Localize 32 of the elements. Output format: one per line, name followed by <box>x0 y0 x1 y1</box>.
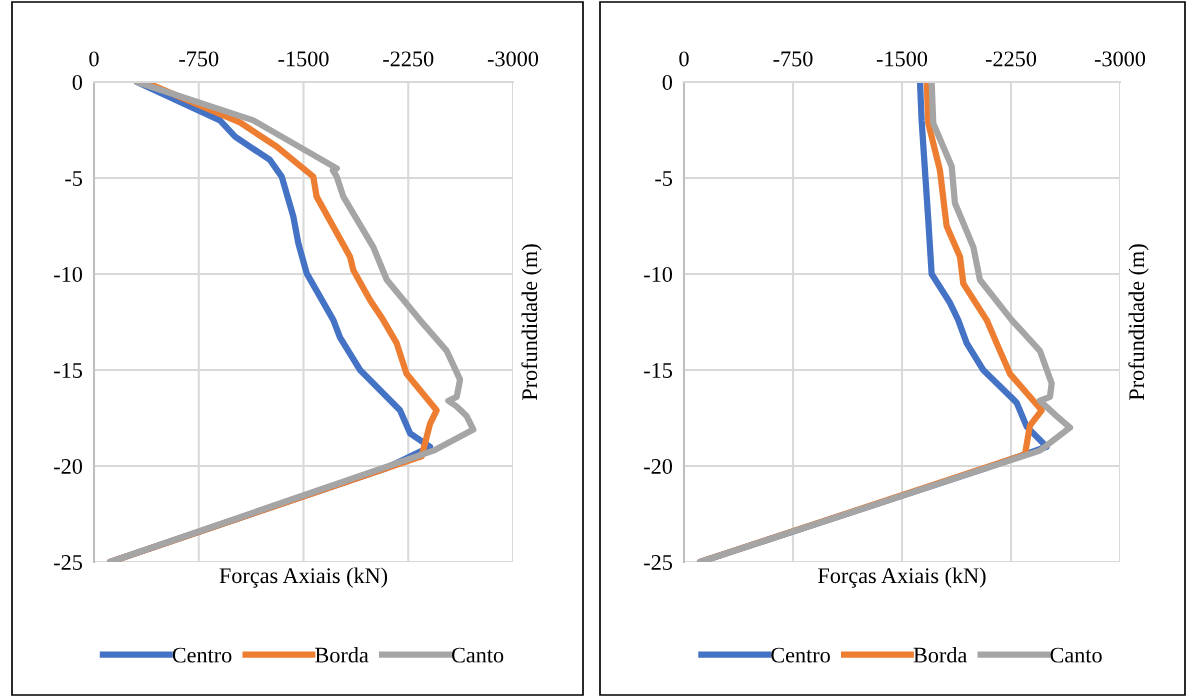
legend-label: Centro <box>172 647 232 663</box>
y-tick-label: -25 <box>54 554 83 570</box>
y-tick-label: -25 <box>644 554 673 570</box>
y-tick-label: -15 <box>644 363 673 378</box>
y-axis-title: Profundidade (m) <box>521 244 542 401</box>
x-tick-label: -750 <box>179 51 219 67</box>
x-tick-label: -750 <box>773 51 813 67</box>
x-tick-label: -1500 <box>876 51 928 67</box>
y-tick-label: -5 <box>655 171 673 186</box>
legend-label: Centro <box>771 647 830 663</box>
x-axis-title: Forças Axiais (kN) <box>219 567 388 588</box>
x-tick-label: -1500 <box>278 51 329 67</box>
legend-label: Borda <box>913 646 967 663</box>
x-tick-label: -3000 <box>487 51 539 67</box>
y-tick-label: 0 <box>72 74 83 90</box>
legend-label: Borda <box>315 646 369 663</box>
y-tick-label: -20 <box>644 458 673 474</box>
y-tick-label: -5 <box>65 171 83 186</box>
y-axis-title: Profundidade (m) <box>1128 244 1149 401</box>
y-tick-label: 0 <box>662 74 673 90</box>
x-tick-label: 0 <box>679 51 689 67</box>
x-tick-label: -3000 <box>1094 51 1146 67</box>
legend-label: Canto <box>1050 647 1102 663</box>
y-tick-label: -10 <box>644 266 673 282</box>
legend-label: Canto <box>451 647 504 663</box>
x-axis-title: Forças Axiais (kN) <box>818 567 986 588</box>
y-tick-label: -15 <box>54 363 83 378</box>
x-tick-label: -2250 <box>383 51 434 67</box>
y-tick-label: -10 <box>54 266 83 282</box>
y-tick-label: -20 <box>54 458 83 474</box>
x-tick-label: 0 <box>89 51 99 67</box>
x-tick-label: -2250 <box>985 51 1037 67</box>
